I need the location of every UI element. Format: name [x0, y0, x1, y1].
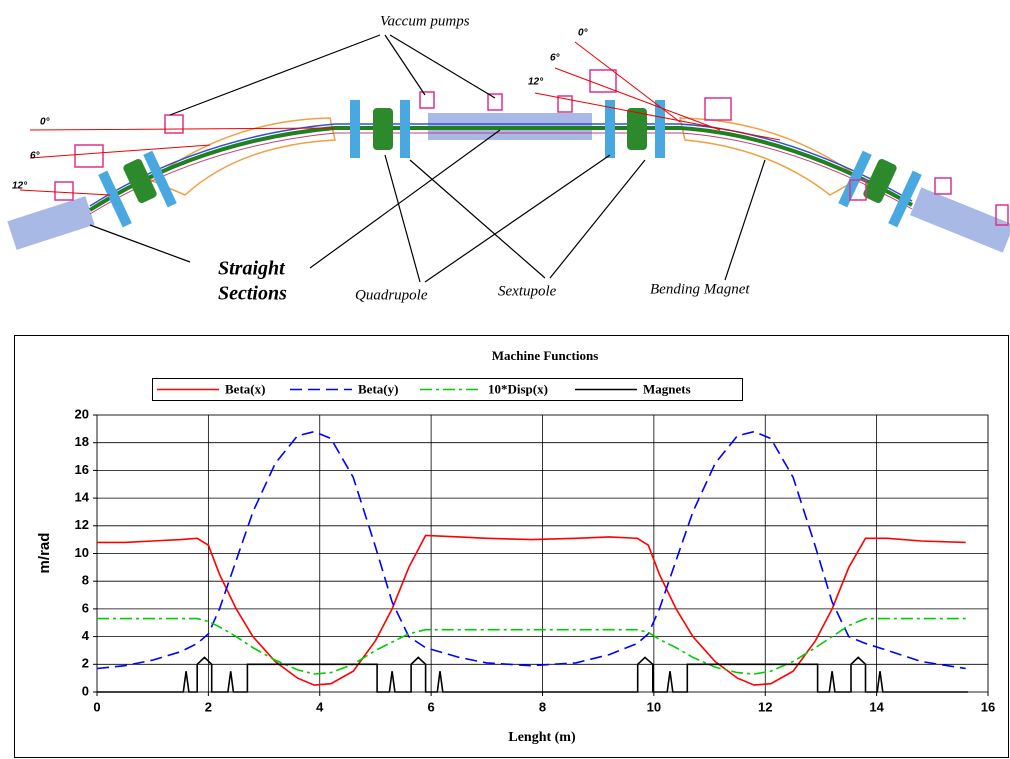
x-tick-label: 16 — [981, 699, 995, 714]
straight-section — [7, 196, 94, 250]
vacuum-pump-boxes — [55, 70, 1008, 225]
label: Sections — [218, 283, 287, 305]
x-tick-label: 10 — [647, 699, 661, 714]
angle-label: 6° — [550, 53, 561, 64]
x-tick-label: 14 — [869, 699, 884, 714]
y-tick-label: 4 — [82, 628, 90, 643]
y-tick-label: 20 — [75, 406, 89, 421]
x-tick-label: 6 — [428, 699, 435, 714]
x-axis-label: Lenght (m) — [508, 730, 576, 745]
label: Quadrupole — [355, 287, 428, 303]
legend-label: 10*Disp(x) — [488, 381, 548, 396]
x-tick-label: 0 — [93, 699, 100, 714]
label: Vaccum pumps — [380, 13, 470, 29]
x-tick-label: 8 — [539, 699, 546, 714]
x-tick-label: 12 — [758, 699, 772, 714]
page: 0° 6° 12° 0° 6° 12° Vaccum pumps Straigh… — [0, 0, 1010, 759]
lattice-diagram: 0° 6° 12° 0° 6° 12° Vaccum pumps Straigh… — [7, 13, 1010, 304]
x-tick-label: 2 — [205, 699, 212, 714]
y-tick-label: 18 — [75, 434, 89, 449]
straight-section — [910, 187, 1010, 252]
x-tick-label: 4 — [316, 699, 324, 714]
angle-label: 12° — [12, 181, 28, 192]
legend-label: Beta(y) — [358, 381, 398, 396]
y-tick-label: 2 — [82, 656, 89, 671]
y-tick-label: 0 — [82, 683, 89, 698]
y-axis-label: m/rad — [36, 533, 53, 574]
y-tick-label: 12 — [75, 517, 89, 532]
angle-label: 6° — [30, 151, 41, 162]
legend-label: Magnets — [643, 381, 691, 396]
angle-label: 0° — [40, 117, 51, 128]
label: Straight — [218, 258, 286, 280]
legend-label: Beta(x) — [225, 381, 265, 396]
chart: Machine Functions m/rad Lenght (m) 0 2 4 6 8… — [15, 336, 1009, 758]
label: Sextupole — [498, 283, 557, 299]
label: Bending Magnet — [650, 281, 750, 297]
angle-label: 12° — [528, 77, 544, 88]
angle-label: 0° — [578, 28, 589, 39]
y-tick-label: 16 — [75, 462, 89, 477]
chart-title: Machine Functions — [492, 348, 599, 363]
y-tick-label: 10 — [75, 545, 89, 560]
y-tick-label: 6 — [82, 600, 89, 615]
y-tick-label: 14 — [75, 490, 90, 505]
y-tick-label: 8 — [82, 573, 89, 588]
